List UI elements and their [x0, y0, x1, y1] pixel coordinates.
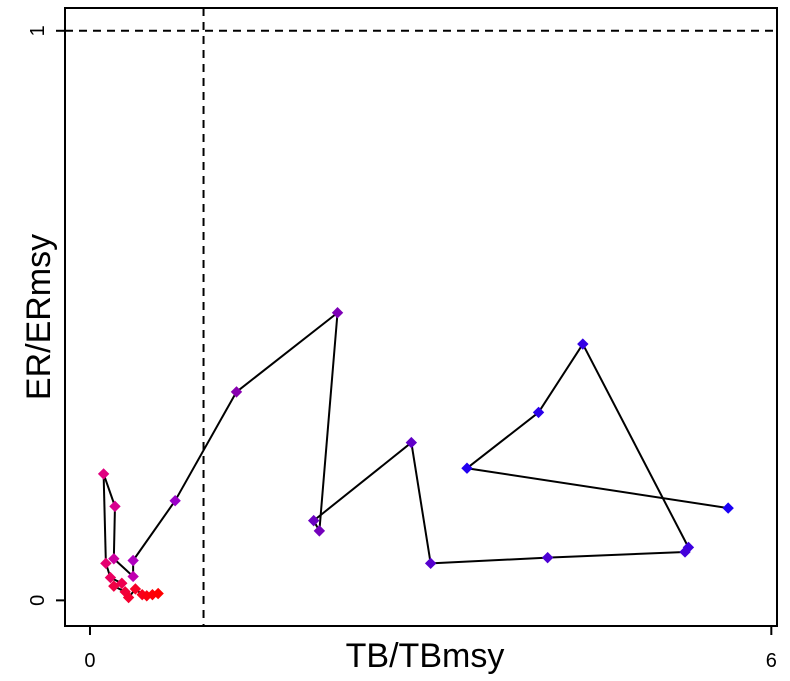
data-point — [541, 551, 554, 564]
data-point — [127, 570, 139, 583]
data-point — [331, 307, 344, 319]
axes: 0 6 0 1 — [27, 25, 777, 672]
x-tick-label: 6 — [766, 650, 777, 672]
y-tick-label: 1 — [27, 25, 49, 36]
trajectory-segment — [581, 343, 690, 548]
data-point — [230, 386, 243, 398]
data-point — [108, 553, 120, 565]
data-point — [577, 338, 589, 350]
y-axis-title: ER/ERmsy — [20, 234, 58, 400]
y-tick-label: 0 — [27, 595, 49, 606]
x-axis-title: TB/TBmsy — [346, 637, 505, 675]
x-tick-label: 0 — [84, 650, 95, 672]
data-point — [461, 462, 473, 474]
data-point — [127, 554, 139, 567]
data-points — [97, 307, 734, 604]
trajectory-segment — [102, 473, 116, 507]
trajectory-segment — [174, 391, 238, 502]
data-point — [532, 406, 545, 419]
data-point — [97, 468, 110, 480]
data-point — [405, 436, 418, 449]
data-point — [313, 525, 326, 537]
data-point — [307, 514, 320, 527]
trajectory-segment — [410, 442, 432, 564]
trajectory-segment — [537, 343, 584, 413]
data-point — [679, 546, 691, 558]
trajectory-segment — [547, 550, 686, 559]
trajectory-segment — [102, 473, 107, 564]
trajectory-segment — [112, 506, 116, 559]
data-point — [100, 557, 112, 570]
trajectory-segment — [318, 312, 339, 531]
data-point — [116, 577, 128, 589]
data-point — [152, 587, 164, 600]
trajectory-segment — [235, 311, 339, 393]
data-point — [104, 571, 117, 584]
trajectory-segment — [430, 556, 548, 565]
data-point — [108, 580, 120, 592]
trajectory-segment — [313, 441, 412, 522]
data-point — [122, 591, 135, 604]
plot-frame — [64, 7, 778, 627]
data-point — [169, 494, 181, 507]
data-point — [722, 502, 734, 514]
trajectory-segment — [466, 411, 540, 470]
data-point — [129, 583, 142, 595]
trajectory-segment — [466, 467, 729, 510]
data-point — [109, 500, 121, 513]
trajectory-segment — [132, 500, 176, 562]
reference-lines — [65, 8, 777, 626]
trajectory-segment — [113, 558, 134, 578]
data-point — [424, 557, 437, 570]
